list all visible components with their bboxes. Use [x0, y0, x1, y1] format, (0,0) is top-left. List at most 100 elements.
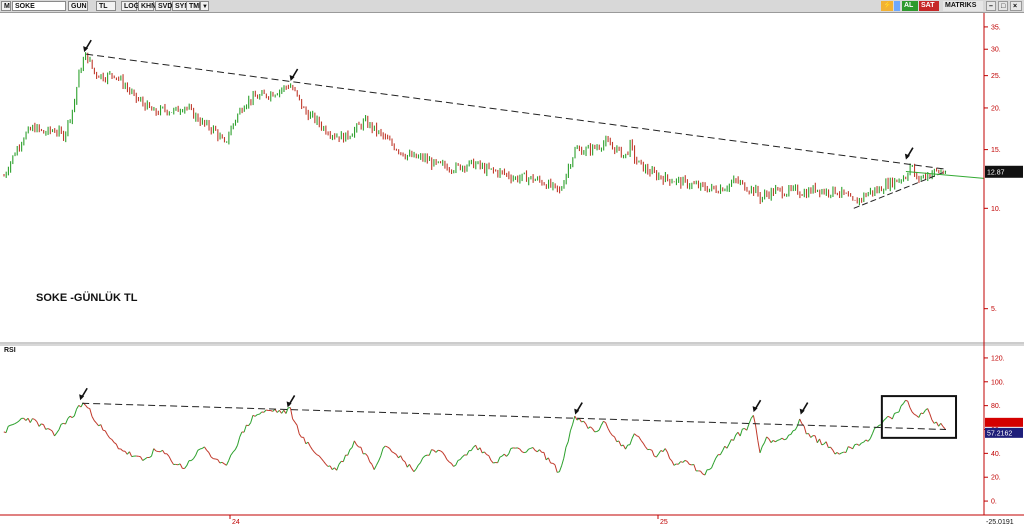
menu-m-button[interactable]: M — [1, 1, 11, 11]
rsi-segment — [523, 451, 527, 454]
rsi-segment — [400, 455, 404, 461]
rsi-segment — [622, 444, 626, 450]
rsi-segment — [883, 418, 887, 422]
rsi-segment — [638, 436, 642, 441]
rsi-segment — [120, 448, 124, 452]
price-tick-label: 30. — [991, 47, 1001, 54]
rsi-segment — [91, 416, 95, 421]
rsi-segment — [552, 462, 556, 466]
resistance-trendline — [86, 53, 947, 170]
rsi-segment — [457, 459, 461, 461]
rsi-segment — [27, 418, 31, 423]
rsi-segment — [276, 409, 280, 413]
rsi-segment — [76, 405, 80, 410]
sym-button[interactable]: SYM — [172, 1, 190, 11]
rsi-segment — [186, 460, 190, 466]
rsi-value-badge — [985, 427, 1023, 438]
rsi-segment — [863, 439, 867, 443]
rsi-segment — [557, 471, 560, 473]
price-tick-label: 25. — [991, 73, 1001, 80]
rsi-segment — [735, 431, 739, 436]
minimize-icon[interactable]: – — [986, 1, 996, 11]
rsi-tick-label: 80. — [991, 403, 1001, 410]
svd-button[interactable]: SVD — [155, 1, 172, 11]
rsi-segment — [565, 441, 569, 448]
maximize-icon[interactable]: □ — [998, 1, 1008, 11]
rsi-segment — [589, 426, 593, 430]
rsi-segment — [700, 470, 704, 475]
rsi-segment — [856, 443, 860, 446]
sell-button[interactable]: SAT — [919, 1, 939, 11]
close-icon[interactable]: × — [1010, 1, 1022, 11]
rsi-segment — [609, 432, 613, 436]
rsi-segment — [435, 449, 439, 453]
rsi-segment — [442, 451, 446, 456]
rsi-segment — [938, 422, 942, 427]
rsi-segment — [497, 456, 501, 463]
rsi-segment — [578, 418, 582, 423]
rsi-segment — [642, 442, 646, 448]
rsi-segment — [558, 465, 563, 472]
rsi-segment — [503, 453, 507, 457]
rsi-segment — [285, 407, 289, 414]
rsi-segment — [673, 463, 677, 466]
rsi-segment — [307, 441, 311, 447]
rsi-segment — [309, 446, 313, 451]
rsi-segment — [166, 453, 170, 457]
rsi-segment — [739, 428, 743, 437]
price-tick-label: 10. — [991, 206, 1001, 213]
rsi-segment — [331, 467, 335, 470]
rsi-segment — [662, 448, 666, 452]
rsi-segment — [587, 426, 591, 429]
info-icon[interactable] — [894, 1, 900, 11]
rsi-segment — [448, 461, 452, 464]
rsi-segment — [206, 449, 210, 453]
log-button[interactable]: LOG — [121, 1, 139, 11]
rsi-segment — [583, 420, 587, 425]
rsi-segment — [920, 412, 924, 415]
rsi-segment — [444, 455, 448, 460]
rsi-segment — [45, 428, 49, 430]
rsi-segment — [292, 418, 296, 423]
lightning-icon[interactable]: ⚡ — [881, 1, 893, 11]
rsi-segment — [314, 452, 318, 456]
rsi-segment — [360, 447, 364, 455]
rsi-segment — [184, 465, 188, 469]
rsi-segment — [373, 465, 377, 470]
symbol-field[interactable]: SOKE — [12, 1, 66, 11]
rsi-segment — [413, 468, 417, 473]
rsi-segment — [528, 447, 531, 450]
rsi-segment — [102, 429, 106, 432]
rsi-peak-arrow-icon — [752, 399, 762, 413]
rsi-segment — [786, 434, 790, 440]
rsi-segment — [603, 420, 606, 424]
rsi-bottom-value: -25.0191 — [986, 519, 1014, 526]
period-button[interactable]: GUN — [68, 1, 88, 11]
rsi-segment — [686, 461, 690, 465]
rsi-segment — [592, 428, 596, 433]
rsi-segment — [283, 409, 287, 414]
rsi-segment — [567, 430, 571, 442]
rsi-segment — [618, 440, 622, 447]
price-candles — [3, 52, 946, 206]
khn-button[interactable]: KHN — [138, 1, 156, 11]
rsi-segment — [830, 446, 834, 451]
rsi-segment — [406, 464, 410, 468]
tmp-button[interactable]: TMP — [186, 1, 204, 11]
rsi-segment — [612, 434, 615, 438]
rsi-segment — [680, 461, 684, 463]
panel-splitter[interactable] — [0, 344, 1024, 346]
brand-label: MATRIKS — [943, 1, 983, 11]
rsi-segment — [561, 458, 565, 466]
rsi-peak-arrow-icon — [286, 395, 296, 408]
rsi-segment — [54, 432, 58, 437]
buy-button[interactable]: AL — [902, 1, 918, 11]
currency-button[interactable]: TL — [96, 1, 116, 11]
rsi-segment — [543, 452, 547, 461]
rsi-segment — [484, 451, 488, 455]
rsi-segment — [140, 456, 144, 461]
rsi-segment — [431, 449, 434, 451]
rsi-segment — [475, 444, 479, 451]
rsi-segment — [596, 429, 600, 432]
dropdown-arrow-icon[interactable]: ▼ — [200, 1, 209, 11]
